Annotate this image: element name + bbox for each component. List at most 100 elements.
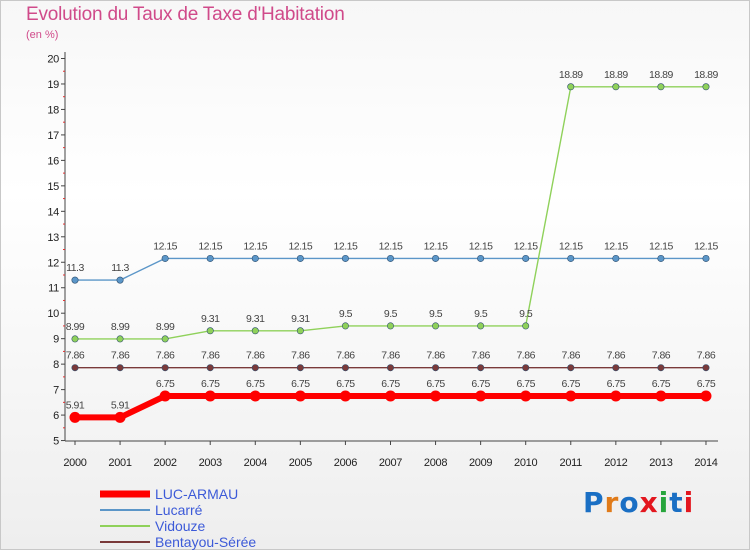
- legend-label-luc-armau: LUC-ARMAU: [155, 486, 238, 502]
- data-label-lucarr-: 12.15: [243, 240, 267, 252]
- data-label-lucarr-: 12.15: [514, 240, 538, 252]
- data-label-luc-armau: 6.75: [156, 378, 175, 390]
- data-label-luc-armau: 6.75: [336, 378, 355, 390]
- data-point-luc-armau: [249, 390, 261, 402]
- data-point-lucarr-: [251, 254, 259, 262]
- data-label-luc-armau: 5.91: [111, 399, 130, 411]
- data-point-vidouze: [386, 322, 394, 330]
- data-label-vidouze: 9.31: [246, 313, 265, 325]
- x-tick-label: 2007: [379, 457, 402, 469]
- data-point-vidouze: [341, 322, 349, 330]
- data-point-vidouze: [161, 335, 169, 343]
- data-label-bentayou-s-r-e: 7.86: [697, 350, 716, 362]
- data-point-bentayou-s-r-e: [702, 364, 710, 372]
- data-point-luc-armau: [69, 411, 81, 423]
- data-point-bentayou-s-r-e: [251, 364, 259, 372]
- x-tick-label: 2002: [153, 457, 176, 469]
- data-label-luc-armau: 6.75: [291, 378, 310, 390]
- data-point-luc-armau: [384, 390, 396, 402]
- data-point-vidouze: [432, 322, 440, 330]
- chart-title: Evolution du Taux de Taxe d'Habitation: [26, 4, 345, 25]
- data-point-bentayou-s-r-e: [612, 364, 620, 372]
- data-point-bentayou-s-r-e: [206, 364, 214, 372]
- data-label-bentayou-s-r-e: 7.86: [652, 350, 671, 362]
- data-point-lucarr-: [116, 276, 124, 284]
- x-tick-label: 2010: [514, 457, 537, 469]
- chart-subtitle: (en %): [26, 29, 59, 41]
- data-label-luc-armau: 6.75: [697, 378, 716, 390]
- data-point-lucarr-: [657, 254, 665, 262]
- data-label-vidouze: 18.89: [604, 69, 628, 81]
- data-point-vidouze: [657, 83, 665, 91]
- data-label-vidouze: 9.5: [339, 308, 353, 320]
- data-label-lucarr-: 12.15: [334, 240, 358, 252]
- data-label-luc-armau: 6.75: [246, 378, 265, 390]
- data-point-bentayou-s-r-e: [477, 364, 485, 372]
- data-point-luc-armau: [204, 390, 216, 402]
- data-label-vidouze: 9.5: [474, 308, 488, 320]
- data-point-bentayou-s-r-e: [161, 364, 169, 372]
- data-point-lucarr-: [71, 276, 79, 284]
- logo-letter: t: [669, 486, 684, 519]
- logo-letter: i: [658, 486, 670, 519]
- data-label-vidouze: 9.5: [384, 308, 398, 320]
- data-point-lucarr-: [432, 254, 440, 262]
- data-point-bentayou-s-r-e: [296, 364, 304, 372]
- data-point-vidouze: [522, 322, 530, 330]
- data-label-lucarr-: 12.15: [379, 240, 403, 252]
- data-point-bentayou-s-r-e: [522, 364, 530, 372]
- data-label-bentayou-s-r-e: 7.86: [156, 350, 175, 362]
- y-tick-label: 13: [47, 232, 59, 244]
- data-label-vidouze: 8.99: [111, 321, 130, 333]
- x-tick-label: 2001: [108, 457, 131, 469]
- data-point-lucarr-: [522, 254, 530, 262]
- data-label-lucarr-: 12.15: [559, 240, 583, 252]
- data-label-luc-armau: 6.75: [381, 378, 400, 390]
- data-point-luc-armau: [339, 390, 351, 402]
- y-tick-label: 12: [47, 257, 59, 269]
- data-label-luc-armau: 6.75: [516, 378, 535, 390]
- data-label-luc-armau: 6.75: [652, 378, 671, 390]
- data-point-lucarr-: [206, 254, 214, 262]
- data-point-vidouze: [206, 327, 214, 335]
- data-point-bentayou-s-r-e: [567, 364, 575, 372]
- data-point-vidouze: [296, 327, 304, 335]
- data-point-bentayou-s-r-e: [116, 364, 124, 372]
- data-point-lucarr-: [477, 254, 485, 262]
- data-point-lucarr-: [702, 254, 710, 262]
- data-label-vidouze: 9.5: [519, 308, 533, 320]
- series-line-vidouze: [75, 86, 706, 340]
- x-tick-label: 2003: [199, 457, 222, 469]
- data-point-lucarr-: [567, 254, 575, 262]
- proxiti-logo: Proxiti: [583, 486, 694, 519]
- data-point-vidouze: [477, 322, 485, 330]
- data-label-bentayou-s-r-e: 7.86: [381, 350, 400, 362]
- data-point-vidouze: [71, 335, 79, 343]
- y-tick-label: 9: [53, 334, 59, 346]
- data-label-bentayou-s-r-e: 7.86: [562, 350, 581, 362]
- data-label-vidouze: 18.89: [559, 69, 583, 81]
- x-tick-label: 2014: [694, 457, 717, 469]
- data-label-luc-armau: 6.75: [607, 378, 626, 390]
- data-label-vidouze: 8.99: [66, 321, 85, 333]
- x-tick-label: 2006: [334, 457, 357, 469]
- data-point-vidouze: [567, 83, 575, 91]
- x-tick-label: 2004: [244, 457, 267, 469]
- data-point-luc-armau: [700, 390, 712, 402]
- data-label-lucarr-: 12.15: [694, 240, 718, 252]
- data-label-lucarr-: 12.15: [604, 240, 628, 252]
- data-label-bentayou-s-r-e: 7.86: [471, 350, 490, 362]
- data-label-lucarr-: 12.15: [153, 240, 177, 252]
- logo-letter: P: [583, 486, 605, 519]
- data-label-lucarr-: 12.15: [424, 240, 448, 252]
- data-label-luc-armau: 6.75: [471, 378, 490, 390]
- data-label-vidouze: 9.31: [201, 313, 220, 325]
- data-point-bentayou-s-r-e: [341, 364, 349, 372]
- data-point-luc-armau: [159, 390, 171, 402]
- data-label-lucarr-: 11.3: [66, 262, 84, 274]
- data-label-bentayou-s-r-e: 7.86: [516, 350, 535, 362]
- data-label-luc-armau: 6.75: [562, 378, 581, 390]
- data-label-vidouze: 9.5: [429, 308, 443, 320]
- data-label-bentayou-s-r-e: 7.86: [66, 350, 85, 362]
- data-label-lucarr-: 11.3: [111, 262, 129, 274]
